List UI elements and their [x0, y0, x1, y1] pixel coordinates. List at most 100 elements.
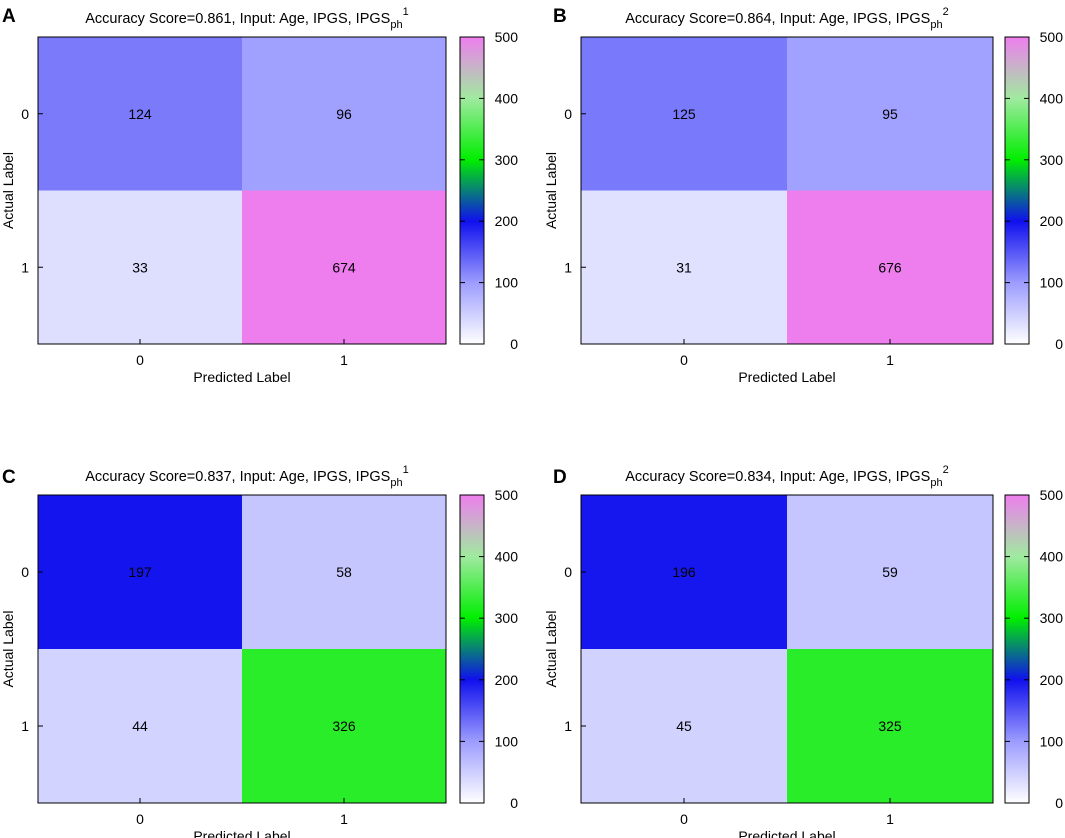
- colorbar-tick-label: 200: [495, 672, 519, 688]
- y-tick-label: 0: [564, 564, 572, 580]
- y-tick-label: 1: [21, 718, 29, 734]
- x-tick-label: 1: [886, 811, 894, 827]
- heatmap-cell-r1-c1: [787, 190, 994, 345]
- panel-letter: C: [2, 467, 16, 488]
- heatmap-cell-r1-c0: [581, 190, 788, 345]
- confusion-panel-c: C Accuracy Score=0.837, Input: Age, IPGS,…: [0, 464, 518, 838]
- panel-letter: A: [2, 6, 16, 27]
- colorbar-tick-label: 300: [495, 152, 519, 168]
- x-axis-label: Predicted Label: [738, 369, 835, 385]
- cell-value-r0-c1: 58: [336, 564, 352, 580]
- colorbar: [459, 494, 485, 804]
- y-tick-label: 0: [21, 106, 29, 122]
- heatmap-cell-r0-c1: [242, 495, 447, 650]
- colorbar: [1004, 36, 1030, 345]
- plot-frame: [580, 494, 994, 804]
- colorbar-tick-label: 100: [495, 733, 519, 749]
- chart-title: Accuracy Score=0.864, Input: Age, IPGS, …: [625, 6, 948, 31]
- colorbar-tick-label: 100: [1040, 733, 1064, 749]
- title-subscript: ph: [390, 19, 402, 31]
- title-subscript: ph: [930, 477, 942, 489]
- chart-title: Accuracy Score=0.834, Input: Age, IPGS, …: [625, 464, 948, 489]
- colorbar-tick-label: 200: [1040, 213, 1064, 229]
- x-tick-label: 1: [340, 811, 348, 827]
- heatmap-cell-r0-c0: [38, 37, 243, 191]
- cell-value-r1-c0: 31: [676, 259, 692, 275]
- cell-value-r0-c0: 196: [672, 564, 696, 580]
- heatmap-cell-r0-c1: [787, 495, 994, 650]
- colorbar-tick-label: 500: [1040, 487, 1064, 503]
- title-main: Accuracy Score=0.837, Input: Age, IPGS, …: [85, 469, 390, 485]
- y-tick-label: 0: [564, 106, 572, 122]
- confusion-panel-b: B Accuracy Score=0.864, Input: Age, IPGS,…: [543, 6, 1063, 385]
- colorbar-tick-label: 400: [1040, 90, 1064, 106]
- colorbar-tick-label: 300: [1040, 152, 1064, 168]
- heatmap-cell-r0-c1: [787, 37, 994, 191]
- colorbar-tick-label: 300: [1040, 610, 1064, 626]
- x-tick-label: 1: [886, 352, 894, 368]
- heatmap-cell-r1-c1: [787, 649, 994, 804]
- y-axis-label: Actual Label: [543, 610, 559, 687]
- x-tick-label: 0: [136, 352, 144, 368]
- heatmap-cell-r1-c1: [242, 649, 447, 804]
- colorbar-tick-label: 0: [1055, 795, 1063, 811]
- cell-value-r0-c1: 59: [882, 564, 898, 580]
- colorbar-tick-label: 500: [495, 487, 519, 503]
- colorbar-tick-label: 0: [510, 795, 518, 811]
- panel-letter: B: [553, 6, 567, 27]
- plot-frame: [580, 36, 994, 345]
- colorbar-tick-label: 500: [1040, 29, 1064, 45]
- colorbar-tick-label: 200: [1040, 672, 1064, 688]
- colorbar: [1004, 494, 1030, 804]
- title-main: Accuracy Score=0.864, Input: Age, IPGS, …: [625, 11, 930, 27]
- colorbar-tick-label: 500: [495, 29, 519, 45]
- x-tick-label: 1: [340, 352, 348, 368]
- cell-value-r1-c0: 33: [132, 259, 148, 275]
- colorbar-tick-label: 400: [495, 549, 519, 565]
- heatmap-cell-r1-c0: [38, 649, 243, 804]
- y-tick-label: 1: [564, 718, 572, 734]
- heatmap-cell-r0-c0: [581, 495, 788, 650]
- plot-frame: [37, 494, 447, 804]
- cell-value-r0-c0: 197: [128, 564, 152, 580]
- colorbar: [459, 36, 485, 345]
- title-subscript: ph: [390, 477, 402, 489]
- x-axis-label: Predicted Label: [193, 369, 290, 385]
- y-tick-label: 1: [564, 259, 572, 275]
- cell-value-r0-c1: 95: [882, 106, 898, 122]
- x-tick-label: 0: [680, 352, 688, 368]
- heatmap-cell-r1-c0: [581, 649, 788, 804]
- chart-title: Accuracy Score=0.861, Input: Age, IPGS, …: [85, 6, 408, 31]
- heatmap-cell-r0-c0: [38, 495, 243, 650]
- title-main: Accuracy Score=0.861, Input: Age, IPGS, …: [85, 11, 390, 27]
- cell-value-r1-c1: 326: [332, 718, 356, 734]
- y-axis-label: Actual Label: [0, 610, 16, 687]
- cell-value-r0-c0: 125: [672, 106, 696, 122]
- cell-value-r1-c0: 44: [132, 718, 148, 734]
- colorbar-tick-label: 300: [495, 610, 519, 626]
- y-tick-label: 1: [21, 259, 29, 275]
- colorbar-tick-label: 100: [495, 275, 519, 291]
- title-superscript: 2: [943, 464, 949, 476]
- heatmap-cell-r0-c0: [581, 37, 788, 191]
- title-superscript: 1: [403, 6, 409, 18]
- x-tick-label: 0: [136, 811, 144, 827]
- colorbar-tick-label: 0: [510, 336, 518, 352]
- colorbar-tick-label: 100: [1040, 275, 1064, 291]
- confusion-panel-a: A Accuracy Score=0.861, Input: Age, IPGS,…: [0, 6, 518, 385]
- cell-value-r1-c0: 45: [676, 718, 692, 734]
- y-tick-label: 0: [21, 564, 29, 580]
- colorbar-tick-label: 400: [495, 90, 519, 106]
- panel-letter: D: [553, 467, 567, 488]
- title-superscript: 2: [943, 6, 949, 18]
- x-axis-label: Predicted Label: [738, 828, 835, 838]
- x-axis-label: Predicted Label: [193, 828, 290, 838]
- title-subscript: ph: [930, 19, 942, 31]
- cell-value-r1-c1: 325: [878, 718, 902, 734]
- y-axis-label: Actual Label: [0, 152, 16, 229]
- plot-frame: [37, 36, 447, 345]
- cell-value-r0-c0: 124: [128, 106, 152, 122]
- heatmap-cell-r1-c1: [242, 190, 447, 345]
- heatmap-cell-r1-c0: [38, 190, 243, 345]
